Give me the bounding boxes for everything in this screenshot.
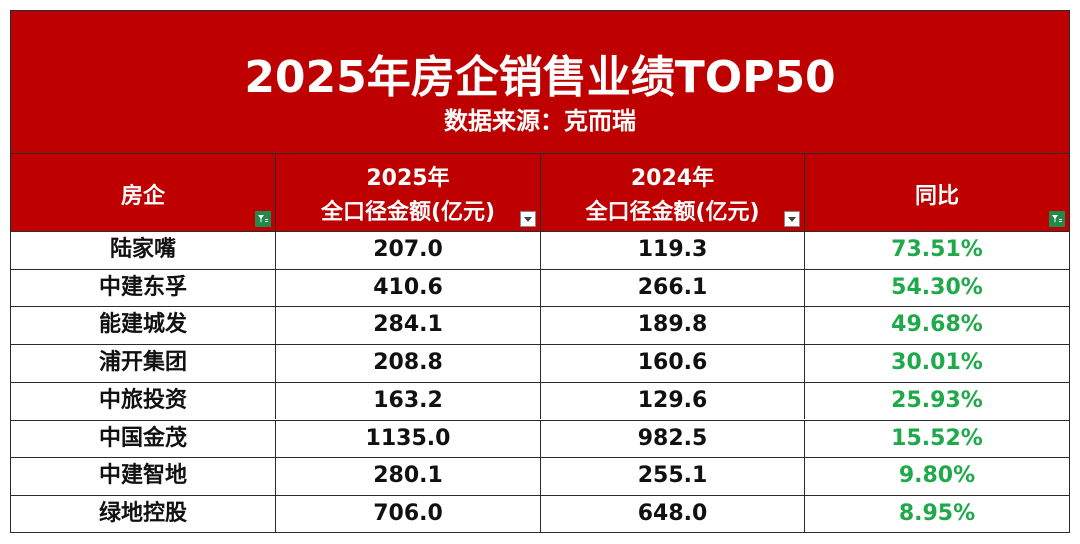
cell-company: 能建城发 <box>11 307 276 345</box>
column-label-2025-amount: 全口径金额(亿元) <box>320 200 496 225</box>
cell-2024-amount: 266.1 <box>541 269 805 307</box>
cell-2024-amount: 160.6 <box>541 345 805 382</box>
cell-2025-amount: 207.0 <box>276 232 541 269</box>
table-row: 中建东孚 410.6 266.1 54.30% <box>11 268 1069 307</box>
table-title: 2025年房企销售业绩TOP50 <box>244 52 836 103</box>
cell-yoy: 15.52% <box>891 425 983 451</box>
cell-company: 中建东孚 <box>11 269 276 307</box>
column-header-2024: 2024年 全口径金额(亿元) <box>541 153 805 231</box>
cell-yoy: 8.95% <box>898 500 976 526</box>
cell-2024-amount: 119.3 <box>541 232 805 269</box>
column-label-2024-amount: 全口径金额(亿元) <box>585 200 760 225</box>
column-header-2025: 2025年 全口径金额(亿元) <box>276 153 541 231</box>
cell-2024-amount: 255.1 <box>541 458 805 495</box>
cell-yoy: 30.01% <box>891 350 983 376</box>
column-header-yoy: 同比 <box>805 153 1069 231</box>
cell-2025-amount: 208.8 <box>276 345 541 382</box>
cell-2025-amount: 706.0 <box>276 495 541 533</box>
cell-yoy: 54.30% <box>891 274 983 300</box>
cell-company: 中旅投资 <box>11 382 276 420</box>
column-label-company: 房企 <box>120 184 165 209</box>
column-label-2025-year: 2025年 <box>366 166 450 191</box>
cell-company: 中国金茂 <box>11 420 276 458</box>
cell-yoy: 9.80% <box>898 463 976 489</box>
column-header-company: 房企 <box>11 153 276 231</box>
table-row: 能建城发 284.1 189.8 49.68% <box>11 306 1069 345</box>
cell-2025-amount: 163.2 <box>276 382 541 420</box>
cell-2024-amount: 129.6 <box>541 382 805 420</box>
cell-2025-amount: 284.1 <box>276 307 541 345</box>
cell-2025-amount: 1135.0 <box>276 420 541 458</box>
cell-company: 中建智地 <box>11 458 276 495</box>
table-subtitle: 数据来源：克而瑞 <box>444 107 636 135</box>
cell-yoy: 25.93% <box>891 387 983 413</box>
table-row: 中国金茂 1135.0 982.5 15.52% <box>11 419 1069 458</box>
cell-company: 陆家嘴 <box>11 232 276 269</box>
cell-yoy: 73.51% <box>891 237 983 262</box>
cell-company: 浦开集团 <box>11 345 276 382</box>
sales-table: 2025年房企销售业绩TOP50 数据来源：克而瑞 房企 2025年 全口径金额… <box>10 10 1070 533</box>
column-label-2024-year: 2024年 <box>630 166 715 191</box>
table-row: 绿地控股 706.0 648.0 8.95% <box>11 494 1069 533</box>
table-header-banner: 2025年房企销售业绩TOP50 数据来源：克而瑞 <box>11 11 1069 153</box>
table-row: 浦开集团 208.8 160.6 30.01% <box>11 344 1069 382</box>
column-label-yoy: 同比 <box>914 184 959 209</box>
table-row: 中旅投资 163.2 129.6 25.93% <box>11 381 1069 420</box>
cell-2024-amount: 648.0 <box>541 495 805 533</box>
dropdown-arrow-icon[interactable] <box>520 211 536 227</box>
cell-2024-amount: 189.8 <box>541 307 805 345</box>
cell-2025-amount: 410.6 <box>276 269 541 307</box>
cell-company: 绿地控股 <box>11 495 276 533</box>
table-row: 陆家嘴 207.0 119.3 73.51% <box>11 231 1069 269</box>
cell-2024-amount: 982.5 <box>541 420 805 458</box>
dropdown-arrow-icon[interactable] <box>784 211 800 227</box>
filter-active-icon[interactable] <box>1049 211 1065 227</box>
table-row: 中建智地 280.1 255.1 9.80% <box>11 457 1069 495</box>
cell-2025-amount: 280.1 <box>276 458 541 495</box>
filter-active-icon[interactable] <box>255 211 271 227</box>
cell-yoy: 49.68% <box>891 312 983 338</box>
